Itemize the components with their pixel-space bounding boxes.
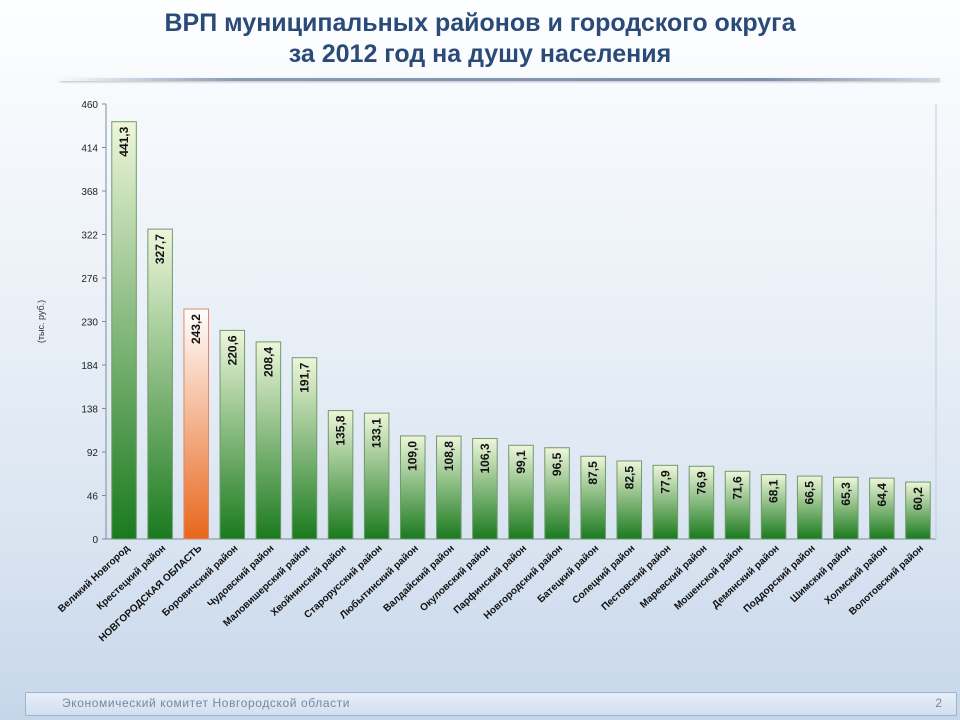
- bar-value-label: 327,7: [153, 234, 167, 264]
- x-category-label: Мошенской район: [672, 543, 745, 612]
- bar-value-label: 77,9: [658, 470, 672, 494]
- bar-value-label: 76,9: [694, 471, 708, 495]
- bar: [652, 464, 679, 540]
- bar-value-label: 66,5: [803, 481, 817, 505]
- y-tick-label: 46: [87, 492, 99, 503]
- bar: [688, 465, 715, 540]
- y-tick-label: 92: [87, 448, 99, 459]
- bar-value-label: 64,4: [875, 483, 889, 507]
- bar: [327, 410, 354, 540]
- chart-title: ВРП муниципальных районов и городского о…: [0, 8, 960, 70]
- y-axis-label: (тыс. руб.): [36, 300, 46, 343]
- footer-bar: Экономический комитет Новгородской облас…: [25, 692, 957, 716]
- title-line-2: за 2012 год на душу населения: [288, 40, 672, 68]
- x-category-label: Пестовский район: [600, 543, 674, 613]
- bar-value-label: 191,7: [297, 362, 311, 392]
- x-category-label: Батецкий район: [536, 543, 602, 605]
- y-tick-label: 322: [81, 231, 98, 242]
- bar: [796, 475, 823, 540]
- bar-value-label: 243,2: [189, 314, 203, 344]
- bar: [111, 121, 137, 540]
- bar-value-label: 135,8: [334, 415, 348, 445]
- bar: [833, 476, 859, 540]
- bar-value-label: 87,5: [586, 461, 600, 485]
- x-category-label: Солецкий район: [571, 543, 638, 606]
- bar-value-label: 60,2: [911, 487, 925, 511]
- y-tick-label: 460: [81, 100, 98, 111]
- x-category-label: Чудовский район: [206, 543, 277, 610]
- x-category-label: Шимский район: [788, 543, 853, 605]
- bar-value-label: 108,8: [442, 441, 456, 471]
- title-line-1: ВРП муниципальных районов и городского о…: [164, 9, 796, 37]
- bar-value-label: 68,1: [767, 479, 781, 503]
- bar-value-label: 106,3: [478, 443, 492, 473]
- bar: [363, 412, 390, 540]
- bar-value-label: 96,5: [550, 452, 564, 476]
- y-tick-label: 414: [81, 144, 98, 155]
- x-category-label: Холмский район: [823, 543, 890, 607]
- bar: [580, 455, 606, 540]
- y-tick-label: 368: [81, 187, 98, 198]
- x-category-label: Крестецкий район: [95, 543, 168, 612]
- bar: [291, 357, 318, 540]
- x-category-label: Волотовский район: [847, 543, 926, 618]
- bar: [219, 329, 246, 540]
- bar: [544, 447, 570, 540]
- bar-value-label: 99,1: [514, 450, 528, 474]
- bar: [399, 435, 426, 540]
- bar: [905, 481, 931, 540]
- page-number: 2: [935, 696, 942, 710]
- bar: [472, 437, 498, 540]
- bar: [616, 460, 643, 540]
- bar-value-label: 208,4: [261, 347, 275, 377]
- bar-value-label: 71,6: [731, 476, 745, 500]
- bar: [724, 470, 751, 540]
- y-tick-label: 138: [81, 405, 98, 416]
- bar: [508, 444, 534, 540]
- y-tick-label: 276: [81, 274, 98, 285]
- bar: [147, 228, 173, 540]
- bar: [436, 435, 462, 540]
- bar-value-label: 133,1: [370, 418, 384, 448]
- y-tick-label: 184: [81, 361, 98, 372]
- x-category-label: Маревский район: [638, 543, 709, 611]
- bar-value-label: 65,3: [839, 482, 853, 506]
- title-divider: [60, 78, 940, 81]
- x-category-label: Демянский район: [710, 543, 782, 611]
- bar: [255, 341, 282, 540]
- bar-value-label: 82,5: [622, 466, 636, 490]
- bar: [760, 474, 787, 540]
- bar: [869, 477, 895, 540]
- bar-chart: 0 46 92 138 184 230 276 322 368 414 460 (тыс. руб.)…: [36, 100, 937, 644]
- bar-value-label: 220,6: [225, 335, 239, 365]
- bar: [183, 308, 209, 540]
- bar-value-label: 441,3: [117, 126, 131, 156]
- y-tick-label: 230: [81, 318, 98, 329]
- footer-text: Экономический комитет Новгородской облас…: [62, 696, 351, 710]
- bar-value-label: 109,0: [406, 441, 420, 471]
- y-tick-label: 0: [92, 535, 98, 546]
